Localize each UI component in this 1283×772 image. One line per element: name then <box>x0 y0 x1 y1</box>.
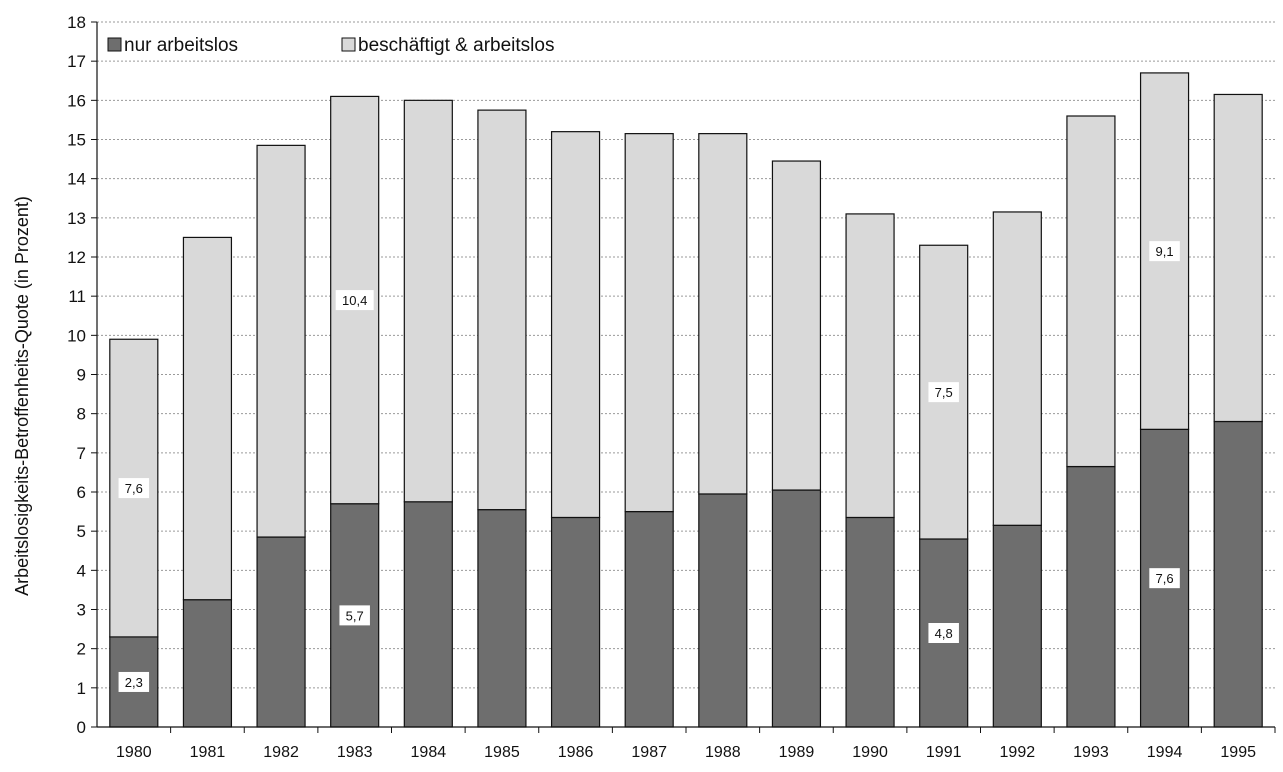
data-labels: 2,3 7,6 5,7 10,4 4,8 7,5 7,6 9,1 <box>118 241 1180 692</box>
y-tick-label: 6 <box>77 483 86 502</box>
bar-1990-beschaeftigt-arbeitslos <box>845 213 895 519</box>
legend-swatch-beschaeftigt-arbeitslos <box>341 37 356 52</box>
bar-1987-beschaeftigt-arbeitslos <box>624 133 674 513</box>
x-tick-label-1981: 1981 <box>190 744 226 761</box>
bar-1993-nur-arbeitslos <box>1066 465 1116 728</box>
bar-1984-nur-arbeitslos <box>403 501 453 728</box>
x-tick-label-1994: 1994 <box>1147 744 1183 761</box>
bar-1982-nur-arbeitslos <box>256 536 306 728</box>
y-tick-label: 18 <box>67 13 86 32</box>
x-tick-label-1991: 1991 <box>926 744 962 761</box>
x-tick-label-1986: 1986 <box>558 744 594 761</box>
data-label-1980-0: 2,3 <box>125 675 143 690</box>
y-tick-label: 13 <box>67 209 86 228</box>
legend-label-beschaeftigt-arbeitslos: beschäftigt & arbeitslos <box>358 35 554 56</box>
y-tick-label: 17 <box>67 52 86 71</box>
x-tick-label-1984: 1984 <box>411 744 447 761</box>
bars <box>109 72 1263 728</box>
y-tick-label: 10 <box>67 326 86 345</box>
y-tick-label: 11 <box>68 287 86 306</box>
legend-swatch-nur-arbeitslos <box>107 37 122 52</box>
data-label-box <box>339 605 370 626</box>
bar-1985-beschaeftigt-arbeitslos <box>477 109 527 511</box>
bar-1981-nur-arbeitslos <box>182 599 233 728</box>
y-axis-title: Arbeitslosigkeits-Betroffenheits-Quote (… <box>12 196 32 596</box>
bar-1984-beschaeftigt-arbeitslos <box>403 99 453 503</box>
data-label-box <box>1149 568 1180 589</box>
bar-1981-beschaeftigt-arbeitslos <box>182 236 233 601</box>
x-tick-label-1985: 1985 <box>484 744 520 761</box>
legend: nur arbeitslos beschäftigt & arbeitslos <box>107 35 554 56</box>
x-tick-label-1987: 1987 <box>631 744 667 761</box>
y-tick-label: 2 <box>77 640 86 659</box>
x-tick-label-1989: 1989 <box>779 744 815 761</box>
data-label-1991-1: 7,5 <box>935 385 953 400</box>
y-tick-label: 3 <box>77 601 86 620</box>
bar-1989-nur-arbeitslos <box>771 489 822 728</box>
data-label-1994-1: 9,1 <box>1156 244 1174 259</box>
x-tick-label-1990: 1990 <box>852 744 888 761</box>
x-tick-label-1983: 1983 <box>337 744 373 761</box>
bar-1990-nur-arbeitslos <box>845 516 895 728</box>
data-label-1983-1: 10,4 <box>342 293 367 308</box>
data-label-box <box>335 290 374 311</box>
legend-label-nur-arbeitslos: nur arbeitslos <box>124 35 238 56</box>
data-label-box <box>1149 241 1180 262</box>
bar-1993-beschaeftigt-arbeitslos <box>1066 115 1116 468</box>
bar-1986-beschaeftigt-arbeitslos <box>550 131 601 519</box>
x-tick-label-1980: 1980 <box>116 744 152 761</box>
x-tick-label-1993: 1993 <box>1073 744 1109 761</box>
y-tick-label: 12 <box>67 248 86 267</box>
bar-1989-beschaeftigt-arbeitslos <box>771 160 822 491</box>
x-tick-labels: 1980 1981 1982 1983 1984 1985 1986 1987 1988 1989… <box>116 727 1276 761</box>
y-tick-label: 7 <box>77 444 86 463</box>
bar-1988-nur-arbeitslos <box>698 493 748 728</box>
bar-1995-nur-arbeitslos <box>1213 420 1263 728</box>
y-tick-label: 0 <box>77 718 86 737</box>
data-label-1983-0: 5,7 <box>346 608 364 623</box>
data-label-box <box>118 671 150 692</box>
bar-1985-nur-arbeitslos <box>477 509 527 728</box>
bar-1992-beschaeftigt-arbeitslos <box>992 211 1042 526</box>
data-label-1994-0: 7,6 <box>1156 571 1174 586</box>
y-tick-label: 9 <box>77 366 86 385</box>
y-tick-label: 15 <box>67 131 86 150</box>
data-label-box <box>118 478 150 499</box>
y-tick-label: 14 <box>67 170 86 189</box>
bar-1982-beschaeftigt-arbeitslos <box>256 144 306 538</box>
y-tick-label: 8 <box>77 405 86 424</box>
bar-1995-beschaeftigt-arbeitslos <box>1213 93 1263 423</box>
data-label-box <box>928 382 959 403</box>
y-tick-label: 4 <box>77 561 86 580</box>
bar-1988-beschaeftigt-arbeitslos <box>698 133 748 495</box>
data-label-box <box>928 623 959 643</box>
y-tick-label: 1 <box>77 679 86 698</box>
x-tick-label-1988: 1988 <box>705 744 741 761</box>
data-label-1991-0: 4,8 <box>935 626 953 641</box>
y-tick-label: 5 <box>77 522 86 541</box>
x-tick-label-1982: 1982 <box>263 744 299 761</box>
x-tick-label-1992: 1992 <box>1000 744 1036 761</box>
y-tick-label: 16 <box>67 91 86 110</box>
bar-1992-nur-arbeitslos <box>992 524 1042 728</box>
x-tick-label-1995: 1995 <box>1220 744 1256 761</box>
bar-1987-nur-arbeitslos <box>624 510 674 728</box>
data-label-1980-1: 7,6 <box>125 481 143 496</box>
bar-1986-nur-arbeitslos <box>550 516 601 728</box>
